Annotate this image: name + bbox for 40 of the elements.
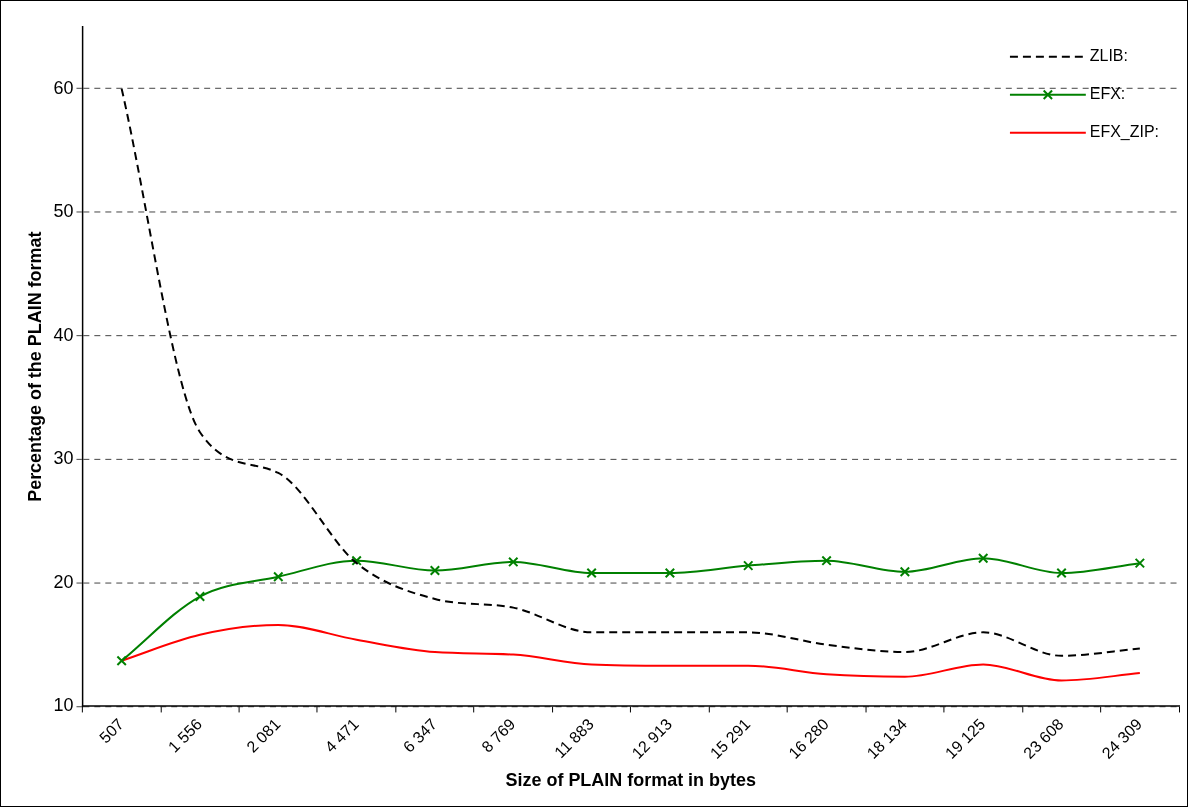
x-tick-label: 18 134 — [863, 715, 911, 762]
x-tick-label: 24 309 — [1098, 715, 1146, 762]
point — [821, 555, 832, 566]
y-tick-label: 50 — [53, 201, 74, 222]
point — [116, 655, 127, 666]
y-tick-label: 10 — [53, 695, 74, 716]
x-tick-label: 19 125 — [941, 715, 989, 762]
point — [977, 552, 989, 564]
x-tick-label: 11 883 — [551, 715, 597, 762]
point — [664, 567, 676, 579]
point — [743, 560, 754, 571]
x-tick-label: 12 913 — [628, 715, 676, 762]
x-tick-label: 1 556 — [164, 715, 206, 756]
x-tick-label: 15 291 — [706, 715, 754, 762]
y-tick-label: 30 — [53, 448, 74, 469]
point — [586, 567, 597, 579]
y-axis-title: Percentage of the PLAIN format — [24, 231, 45, 502]
point — [351, 555, 362, 566]
y-tick-label: 20 — [53, 571, 74, 592]
legend-label: EFX_ZIP: — [1089, 123, 1159, 142]
x-tick-label: 507 — [96, 715, 127, 747]
x-axis-title: Size of PLAIN format in bytes — [505, 770, 756, 791]
x-tick-label: 2 081 — [243, 715, 284, 756]
point — [273, 571, 284, 582]
x-tick-label: 6 347 — [399, 715, 441, 756]
x-tick-label: 16 280 — [785, 715, 832, 762]
point — [1056, 567, 1067, 579]
x-tick-label: 23 608 — [1020, 715, 1067, 762]
point — [899, 566, 911, 578]
y-tick-label: 40 — [53, 324, 74, 345]
point — [194, 591, 206, 602]
point — [429, 565, 441, 576]
legend-label: EFX: — [1089, 85, 1126, 103]
x-tick-label: 8 769 — [478, 715, 519, 756]
line-series — [120, 623, 1141, 682]
point — [508, 556, 519, 568]
y-tick-label: 60 — [53, 77, 74, 98]
point — [1134, 557, 1146, 569]
legend-label: ZLIB: — [1089, 47, 1128, 65]
x-tick-label: 4 471 — [321, 715, 362, 756]
